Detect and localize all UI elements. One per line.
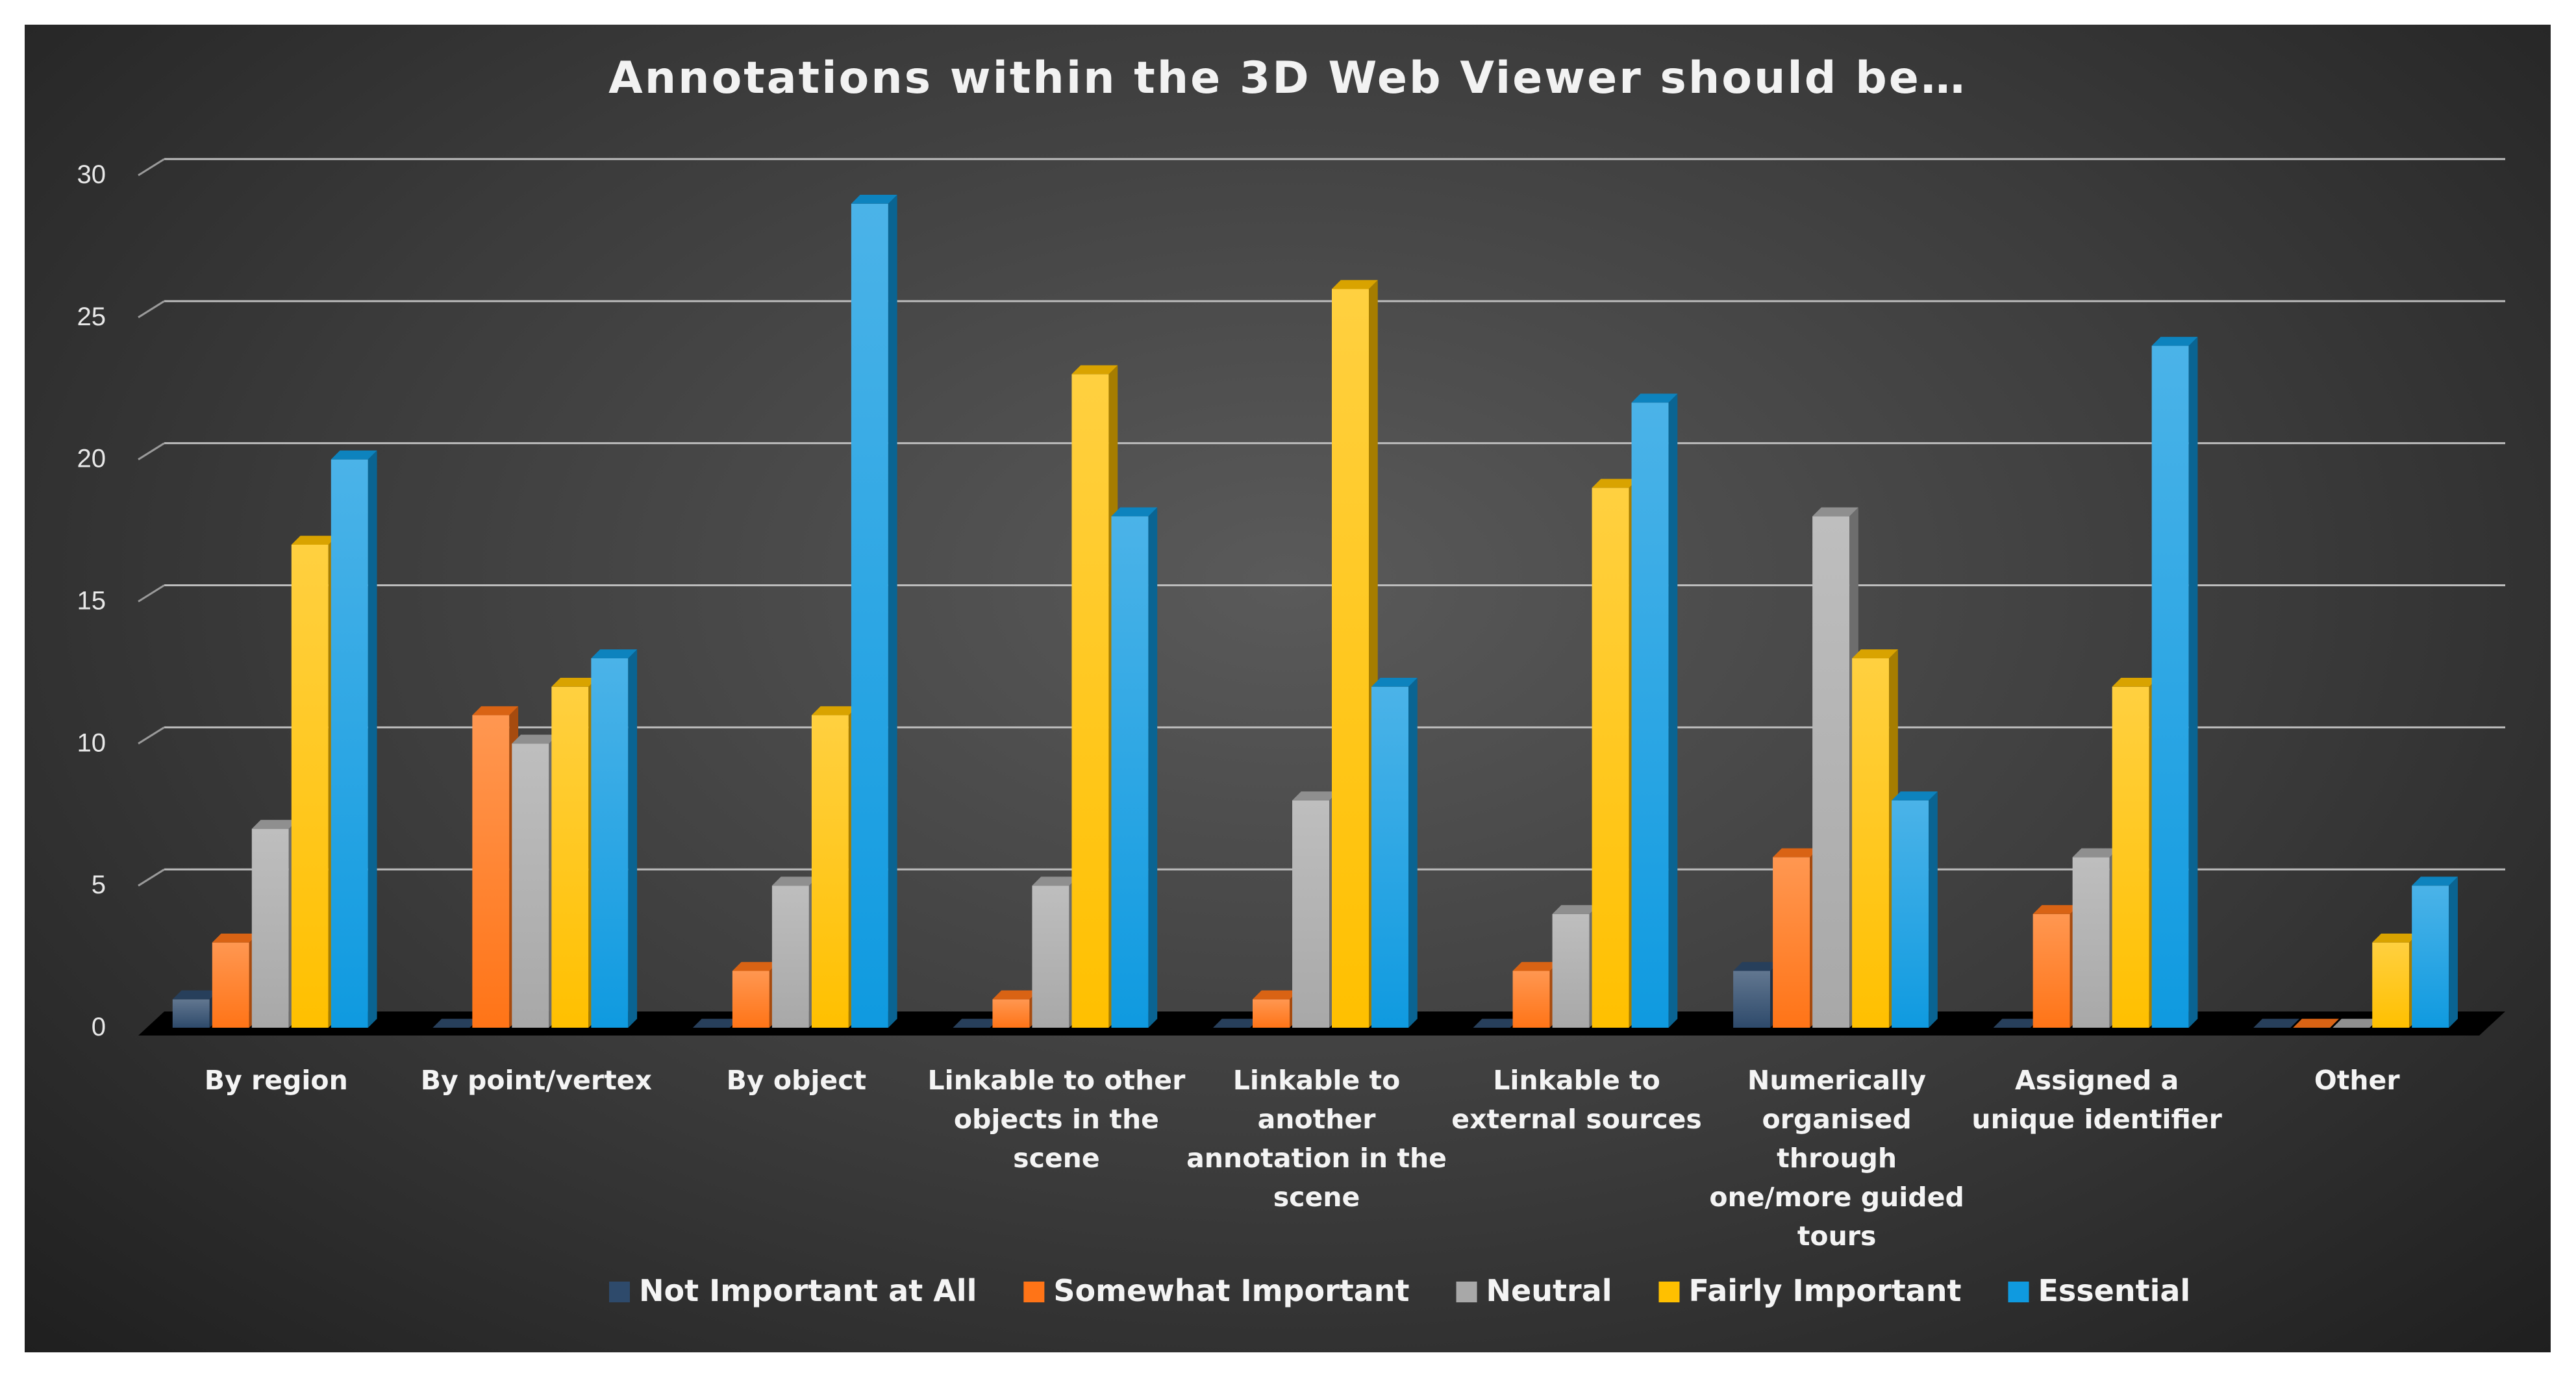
category-label: annotation in the xyxy=(1186,1143,1447,1174)
category-label: external sources xyxy=(1451,1104,1702,1135)
y-axis-ticks: 0 5 10 15 20 25 30 xyxy=(77,160,106,1041)
y-tick-label: 25 xyxy=(77,303,106,331)
bar xyxy=(953,1019,999,1028)
bar xyxy=(1371,678,1418,1028)
bar xyxy=(732,961,779,1028)
legend-swatch xyxy=(1456,1282,1477,1302)
bar xyxy=(432,1019,479,1028)
bars xyxy=(172,195,2458,1028)
legend-label: Somewhat Important xyxy=(1053,1273,1409,1308)
bar xyxy=(851,195,897,1028)
bar xyxy=(331,450,377,1028)
category-label: Linkable to xyxy=(1233,1065,1401,1096)
bar xyxy=(1292,791,1338,1028)
category-label: Linkable to xyxy=(1493,1065,1660,1096)
category-labels: By region By point/vertex By object Linkabl… xyxy=(205,1065,2401,1252)
y-tick-label: 10 xyxy=(77,728,106,757)
bar xyxy=(2412,876,2458,1028)
gridline-depth xyxy=(138,868,165,887)
bar xyxy=(172,990,219,1028)
gridline-depth xyxy=(138,442,165,460)
bar xyxy=(291,536,338,1028)
bar xyxy=(1993,1019,2040,1028)
legend-swatch xyxy=(1658,1282,1680,1302)
category-label: tours xyxy=(1797,1221,1877,1252)
bar xyxy=(2072,848,2119,1028)
bar xyxy=(591,649,638,1028)
category-label: another xyxy=(1258,1104,1377,1135)
category-label: objects in the xyxy=(954,1104,1159,1135)
category-label: organised xyxy=(1762,1104,1912,1135)
category-label: By object xyxy=(727,1065,867,1096)
category-label: By region xyxy=(205,1065,348,1096)
bar xyxy=(1253,990,1299,1028)
bar xyxy=(992,990,1039,1028)
bar xyxy=(1473,1019,1519,1028)
bar xyxy=(2332,1019,2379,1028)
category-label: unique identifier xyxy=(1971,1104,2222,1135)
bar-chart: Annotations within the 3D Web Viewer sho… xyxy=(77,53,2505,1308)
chart-frame: Annotations within the 3D Web Viewer sho… xyxy=(25,25,2551,1352)
legend-swatch xyxy=(2008,1282,2029,1302)
bar xyxy=(2253,1019,2299,1028)
bar xyxy=(472,706,519,1028)
bar xyxy=(2032,905,2079,1028)
bar xyxy=(1512,961,1559,1028)
bar xyxy=(1812,507,1858,1028)
y-tick-label: 20 xyxy=(77,445,106,473)
legend-label: Neutral xyxy=(1486,1273,1612,1308)
gridline-depth xyxy=(138,726,165,745)
gridline-depth xyxy=(138,584,165,602)
legend-label: Essential xyxy=(2038,1273,2191,1308)
bar xyxy=(512,734,558,1028)
y-tick-label: 30 xyxy=(77,160,106,189)
gridline-depth xyxy=(138,158,165,177)
bar xyxy=(1213,1019,1259,1028)
category-label: Numerically xyxy=(1747,1065,1926,1096)
bar xyxy=(551,678,598,1028)
category-label: Other xyxy=(2314,1065,2400,1096)
bar xyxy=(1111,507,1158,1028)
category-label: scene xyxy=(1013,1143,1100,1174)
bar xyxy=(771,876,818,1028)
legend: Not Important at All Somewhat Important Ne… xyxy=(609,1273,2190,1308)
bar xyxy=(1552,905,1599,1028)
y-tick-label: 5 xyxy=(92,871,106,899)
bar xyxy=(2293,1019,2339,1028)
legend-label: Not Important at All xyxy=(639,1273,977,1308)
bar xyxy=(1733,961,1779,1028)
category-label: By point/vertex xyxy=(421,1065,652,1096)
gridline-depth xyxy=(138,300,165,319)
y-tick-label: 0 xyxy=(92,1013,106,1041)
bar xyxy=(2151,336,2198,1028)
chart-title: Annotations within the 3D Web Viewer sho… xyxy=(608,53,1967,104)
bar xyxy=(1773,848,1819,1028)
bar xyxy=(1631,393,1678,1028)
bar xyxy=(2372,933,2418,1028)
bar xyxy=(1071,365,1118,1028)
bar xyxy=(811,706,858,1028)
legend-label: Fairly Important xyxy=(1688,1273,1961,1308)
category-label: scene xyxy=(1273,1182,1360,1213)
bar xyxy=(1032,876,1079,1028)
bar xyxy=(251,819,298,1028)
legend-swatch xyxy=(1023,1282,1045,1302)
bar xyxy=(212,933,258,1028)
bar xyxy=(1332,280,1378,1028)
bar xyxy=(1892,791,1938,1028)
bar xyxy=(2112,678,2158,1028)
y-tick-label: 15 xyxy=(77,587,106,615)
legend-swatch xyxy=(609,1282,630,1302)
category-label: one/more guided xyxy=(1709,1182,1964,1213)
category-label: through xyxy=(1777,1143,1897,1174)
bar xyxy=(1852,649,1898,1028)
category-label: Linkable to other xyxy=(928,1065,1186,1096)
bar xyxy=(692,1019,739,1028)
category-label: Assigned a xyxy=(2015,1065,2179,1096)
bar xyxy=(1592,478,1638,1028)
